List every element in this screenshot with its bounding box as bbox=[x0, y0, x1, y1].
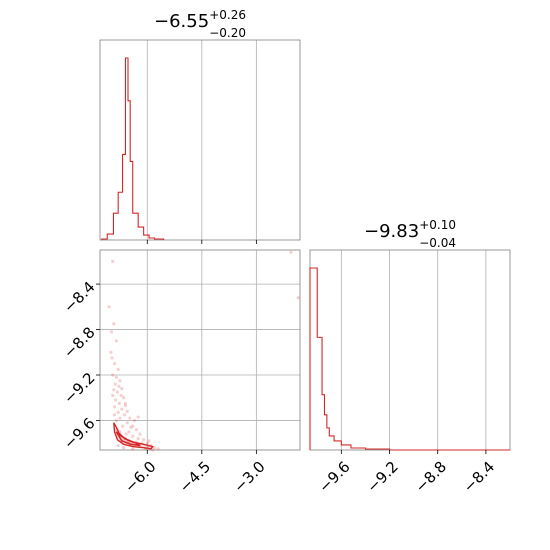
joint-point-30 bbox=[120, 424, 125, 428]
joint-point-31 bbox=[134, 427, 138, 432]
hist2-bar-0 bbox=[310, 268, 317, 450]
hist2-frame bbox=[309, 249, 511, 451]
joint-point-29 bbox=[131, 424, 135, 428]
joint-point-39 bbox=[145, 441, 149, 445]
hist1-frame bbox=[99, 39, 301, 241]
joint-point-51 bbox=[124, 432, 128, 436]
hist1-title: −6.55+0.26 bbox=[154, 8, 246, 32]
joint-point-48 bbox=[151, 448, 155, 452]
joint-point-37 bbox=[142, 438, 146, 442]
joint-point-9 bbox=[118, 379, 122, 383]
joint-point-3 bbox=[114, 339, 118, 343]
joint-point-21 bbox=[120, 407, 124, 411]
joint-point-24 bbox=[123, 413, 127, 417]
joint-point-13 bbox=[112, 388, 116, 392]
hist1-bar-9 bbox=[138, 227, 143, 240]
joint-xtick-label-2: −3.0 bbox=[230, 458, 268, 496]
joint-point-43 bbox=[152, 446, 157, 450]
hist2-bar-5 bbox=[329, 436, 334, 450]
hist2-xtick-label-2: −8.8 bbox=[412, 458, 450, 496]
hist2-bar-1 bbox=[317, 337, 322, 450]
joint-point-16 bbox=[122, 396, 126, 400]
joint-point-17 bbox=[114, 398, 118, 402]
hist2-title: −9.83+0.10 bbox=[364, 218, 456, 242]
hist2-xtick-label-0: −9.6 bbox=[315, 458, 353, 496]
joint-point-5 bbox=[112, 362, 117, 366]
joint-point-66 bbox=[147, 439, 151, 443]
joint-scatter-panel: −6.0 −4.5 −3.0 −8.4 −8.8 −9.2 −9.6 bbox=[60, 249, 301, 496]
joint-point-10 bbox=[113, 382, 117, 386]
joint-point-20 bbox=[112, 405, 117, 409]
joint-point-4 bbox=[109, 350, 113, 354]
joint-xtick-label-1: −4.5 bbox=[176, 458, 214, 496]
joint-point-34 bbox=[138, 432, 142, 436]
hist2-title-median: −9.83 bbox=[364, 221, 419, 242]
joint-point-18 bbox=[117, 401, 121, 406]
joint-point-67 bbox=[136, 437, 140, 441]
joint-point-35 bbox=[131, 434, 135, 438]
joint-point-49 bbox=[116, 443, 120, 448]
joint-point-61 bbox=[112, 413, 117, 417]
hist1-bar-10 bbox=[144, 235, 149, 240]
joint-point-0 bbox=[111, 259, 115, 263]
joint-point-2 bbox=[110, 330, 114, 334]
joint-xtick-label-0: −6.0 bbox=[121, 458, 159, 496]
joint-point-7 bbox=[111, 373, 115, 377]
hist1-bar-3 bbox=[118, 192, 122, 240]
joint-point-44 bbox=[122, 446, 126, 450]
joint-point-27 bbox=[114, 418, 118, 423]
joint-point-56 bbox=[111, 393, 115, 398]
joint-point-25 bbox=[128, 416, 132, 420]
joint-ytick-label-0: −8.4 bbox=[60, 278, 98, 316]
marginal-histogram-2: −9.83+0.10−0.04−9.6 −9.2 −8.8 −8.4 bbox=[309, 218, 511, 496]
joint-point-55 bbox=[123, 404, 128, 408]
joint-point-6 bbox=[116, 367, 120, 371]
hist2-title-plus: +0.10 bbox=[419, 218, 456, 232]
hist1-steps bbox=[101, 57, 165, 240]
joint-ytick-label-1: −8.8 bbox=[60, 323, 98, 361]
hist2-xtick-label-1: −9.2 bbox=[363, 458, 401, 496]
joint-point-52 bbox=[129, 425, 133, 429]
joint-point-46 bbox=[156, 447, 160, 451]
hist2-bar-6 bbox=[334, 441, 341, 450]
joint-frame bbox=[99, 249, 301, 451]
hist1-bar-8 bbox=[133, 213, 138, 240]
joint-point-26 bbox=[118, 416, 122, 420]
joint-contour-inner bbox=[115, 431, 141, 447]
hist1-title-median: −6.55 bbox=[154, 11, 209, 32]
marginal-histogram-1: −6.55+0.26−0.20 bbox=[99, 8, 301, 244]
hist2-bar-7 bbox=[341, 445, 351, 450]
joint-point-28 bbox=[125, 421, 129, 425]
hist1-bar-1 bbox=[107, 234, 113, 240]
joint-ytick-label-2: −9.2 bbox=[60, 369, 98, 407]
hist1-bar-2 bbox=[113, 213, 118, 240]
joint-point-8 bbox=[114, 375, 118, 379]
joint-point-22 bbox=[125, 409, 129, 413]
hist1-title-plus: +0.26 bbox=[209, 8, 246, 22]
joint-point-59 bbox=[289, 250, 293, 254]
joint-ytick-label-3: −9.6 bbox=[60, 414, 98, 452]
joint-point-12 bbox=[120, 387, 124, 391]
hist2-steps bbox=[309, 267, 510, 451]
hist1-title-minus: −0.20 bbox=[209, 26, 246, 40]
joint-point-60 bbox=[296, 296, 300, 300]
hist2-xtick-label-3: −8.4 bbox=[460, 458, 498, 496]
joint-point-47 bbox=[131, 447, 135, 451]
hist2-title-minus: −0.04 bbox=[419, 236, 456, 250]
joint-point-58 bbox=[112, 322, 116, 326]
joint-point-1 bbox=[107, 305, 111, 309]
joint-point-54 bbox=[136, 415, 140, 419]
joint-point-15 bbox=[119, 393, 123, 398]
joint-point-19 bbox=[123, 401, 128, 406]
joint-point-11 bbox=[117, 384, 121, 388]
joint-point-57 bbox=[110, 356, 114, 360]
joint-point-32 bbox=[127, 430, 131, 434]
joint-point-23 bbox=[116, 410, 120, 415]
joint-point-14 bbox=[115, 390, 120, 394]
joint-point-53 bbox=[132, 418, 137, 423]
